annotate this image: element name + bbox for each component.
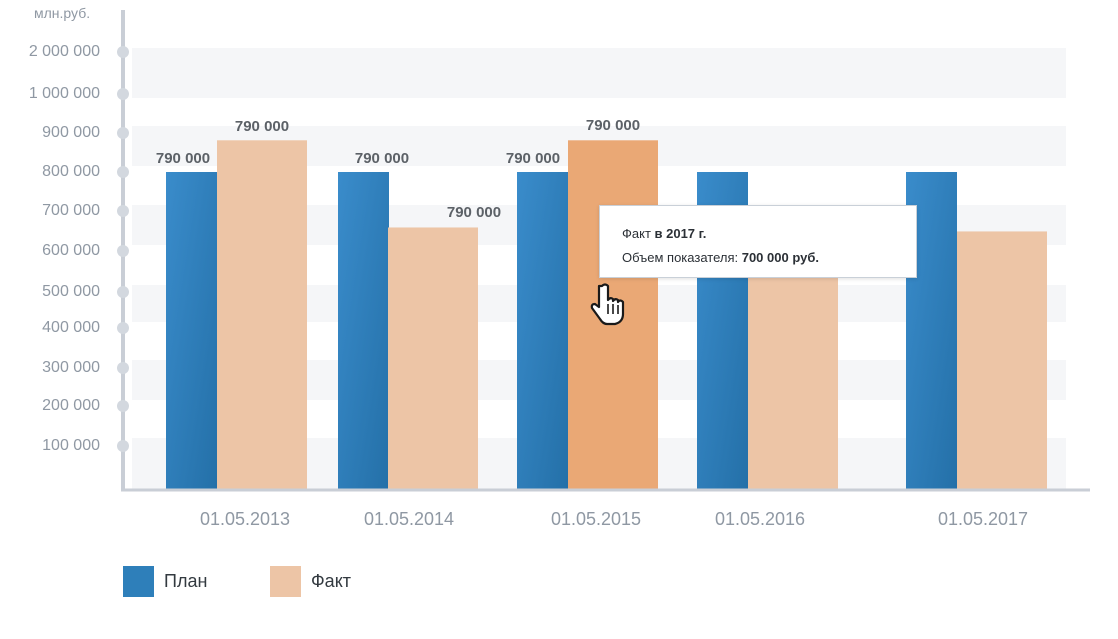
y-tick-label: 700 000 <box>42 202 100 219</box>
y-tick-dot <box>117 322 129 334</box>
data-label: 790 000 <box>354 150 410 167</box>
hand-cursor-icon <box>590 283 625 326</box>
y-axis-unit: млн.руб. <box>34 5 91 21</box>
y-tick-label: 800 000 <box>42 163 100 180</box>
legend-swatch-fact <box>270 565 301 597</box>
x-tick-label: 01.05.2013 <box>199 509 291 529</box>
y-tick-label: 1 000 000 <box>28 85 100 102</box>
grid-band <box>132 48 1066 98</box>
y-tick-label: 100 000 <box>42 437 100 454</box>
y-tick-dot <box>117 440 129 452</box>
y-tick-label: 300 000 <box>42 359 100 376</box>
y-tick-label: 600 000 <box>42 242 100 259</box>
bar-fact <box>217 140 307 490</box>
data-label: 790 000 <box>155 150 211 167</box>
y-tick-label: 900 000 <box>42 124 100 141</box>
axes <box>117 10 1090 492</box>
data-label: 790 000 <box>234 118 290 135</box>
y-tick-label: 400 000 <box>42 319 100 336</box>
legend-label-fact: Факт <box>311 570 352 591</box>
bar-tooltip: Факт в 2017 г. Объем показателя: 700 000… <box>599 205 917 278</box>
bars <box>166 140 1047 490</box>
x-tick-label: 01.05.2017 <box>937 509 1029 529</box>
legend-item-fact[interactable]: Факт <box>270 565 351 597</box>
y-tick-label: 200 000 <box>42 397 100 414</box>
y-tick-dot <box>117 88 129 100</box>
legend-swatch-plan <box>123 565 154 597</box>
data-label: 790 000 <box>446 204 502 221</box>
bar-plan <box>166 172 217 489</box>
tooltip-line-2: Объем показателя: 700 000 руб. <box>622 250 819 265</box>
x-tick-label: 01.05.2015 <box>550 509 642 529</box>
bar-plan <box>338 172 389 489</box>
y-tick-dot <box>117 166 129 178</box>
y-tick-dot <box>117 245 129 257</box>
y-tick-dot <box>117 46 129 58</box>
y-tick-dot <box>117 205 129 217</box>
bar-fact <box>957 231 1047 489</box>
y-tick-dot <box>117 362 129 374</box>
y-tick-label: 500 000 <box>42 283 100 300</box>
x-tick-label: 01.05.2014 <box>363 509 455 529</box>
y-tick-dot <box>117 400 129 412</box>
data-label: 790 000 <box>585 117 641 134</box>
data-label: 790 000 <box>505 150 561 167</box>
y-tick-label: 2 000 000 <box>28 43 100 60</box>
x-tick-label: 01.05.2016 <box>714 509 806 529</box>
bar-fact <box>748 275 838 489</box>
tooltip-line-1: Факт в 2017 г. <box>622 226 707 241</box>
y-tick-dot <box>117 127 129 139</box>
y-tick-dot <box>117 286 129 298</box>
legend-item-plan[interactable]: План <box>123 565 207 597</box>
legend-label-plan: План <box>164 570 208 591</box>
bar-plan <box>517 172 568 489</box>
bar-fact <box>388 227 478 489</box>
